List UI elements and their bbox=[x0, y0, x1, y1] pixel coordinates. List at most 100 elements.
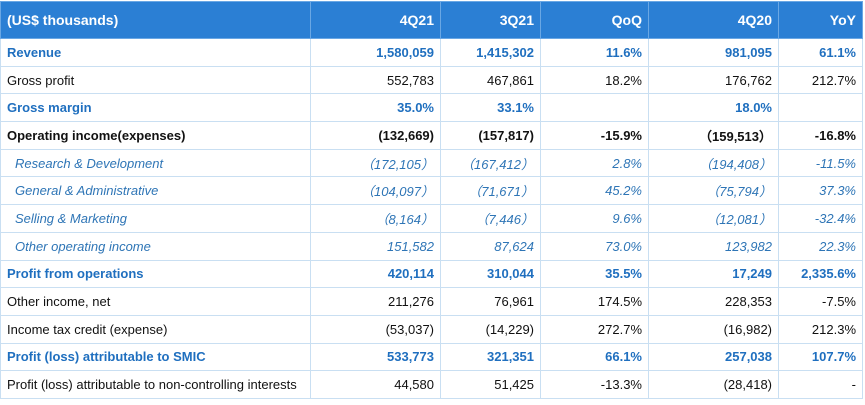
value-cell: 981,095 bbox=[648, 38, 779, 67]
value-cell: (14,229) bbox=[440, 314, 541, 344]
value-cell: -13.3% bbox=[540, 370, 649, 399]
value-cell: （8,164） bbox=[310, 204, 441, 233]
value-cell: 33.1% bbox=[440, 93, 541, 123]
value-cell: 22.3% bbox=[778, 231, 863, 261]
value-cell: 1,415,302 bbox=[440, 38, 541, 67]
row-label: Profit (loss) attributable to SMIC bbox=[0, 342, 311, 372]
value-cell: 2.8% bbox=[540, 148, 649, 178]
row-label: Income tax credit (expense) bbox=[0, 314, 311, 344]
value-cell: 228,353 bbox=[648, 287, 779, 316]
value-cell: 107.7% bbox=[778, 342, 863, 372]
value-cell: 467,861 bbox=[440, 65, 541, 95]
value-cell: 44,580 bbox=[310, 370, 441, 399]
value-cell: 61.1% bbox=[778, 38, 863, 67]
empty-cell bbox=[778, 93, 863, 123]
row-label: Revenue bbox=[0, 38, 311, 67]
table-row: Research & Development （172,105） （167,412）… bbox=[0, 148, 863, 178]
value-cell: （75,794） bbox=[648, 176, 779, 206]
row-label: Other operating income bbox=[0, 231, 311, 261]
table-row: Selling & Marketing （8,164） （7,446） 9.6% （12… bbox=[0, 204, 863, 233]
table-row: Gross profit 552,783 467,861 18.2% 176,762 21… bbox=[0, 65, 863, 95]
value-cell: 321,351 bbox=[440, 342, 541, 372]
row-label: Gross profit bbox=[0, 65, 311, 95]
header-row: (US$ thousands) 4Q21 3Q21 QoQ 4Q20 YoY bbox=[0, 1, 863, 39]
value-cell: -7.5% bbox=[778, 287, 863, 316]
value-cell: （7,446） bbox=[440, 204, 541, 233]
table-row: Other income, net 211,276 76,961 174.5% 228,… bbox=[0, 287, 863, 316]
value-cell: 123,982 bbox=[648, 231, 779, 261]
table-row: Profit from operations 420,114 310,044 35.5… bbox=[0, 259, 863, 289]
row-label: General & Administrative bbox=[0, 176, 311, 206]
value-cell: 552,783 bbox=[310, 65, 441, 95]
table-row: Revenue 1,580,059 1,415,302 11.6% 981,095 61.… bbox=[0, 38, 863, 67]
value-cell: 51,425 bbox=[440, 370, 541, 399]
value-cell: 174.5% bbox=[540, 287, 649, 316]
value-cell: -11.5% bbox=[778, 148, 863, 178]
value-cell: (53,037) bbox=[310, 314, 441, 344]
value-cell: 11.6% bbox=[540, 38, 649, 67]
row-label: Operating income(expenses) bbox=[0, 121, 311, 150]
value-cell: 420,114 bbox=[310, 259, 441, 289]
value-cell: 533,773 bbox=[310, 342, 441, 372]
value-cell: 17,249 bbox=[648, 259, 779, 289]
value-cell: 35.0% bbox=[310, 93, 441, 123]
value-cell: -32.4% bbox=[778, 204, 863, 233]
value-cell: 2,335.6% bbox=[778, 259, 863, 289]
header-cell: 3Q21 bbox=[440, 1, 541, 39]
value-cell: 212.3% bbox=[778, 314, 863, 344]
value-cell: 18.0% bbox=[648, 93, 779, 123]
value-cell: 73.0% bbox=[540, 231, 649, 261]
value-cell: (16,982) bbox=[648, 314, 779, 344]
table-row: Income tax credit (expense) (53,037) (14,2… bbox=[0, 314, 863, 344]
table-body: Revenue 1,580,059 1,415,302 11.6% 981,095 61.… bbox=[0, 38, 863, 399]
header-cell: (US$ thousands) bbox=[0, 1, 311, 39]
value-cell: 9.6% bbox=[540, 204, 649, 233]
value-cell: 66.1% bbox=[540, 342, 649, 372]
header-cell: QoQ bbox=[540, 1, 649, 39]
value-cell: 211,276 bbox=[310, 287, 441, 316]
row-label: Research & Development bbox=[0, 148, 311, 178]
row-label: Profit (loss) attributable to non-contro… bbox=[0, 370, 311, 399]
value-cell: （71,671） bbox=[440, 176, 541, 206]
header-cell: 4Q21 bbox=[310, 1, 441, 39]
table-row: Operating income(expenses) (132,669) (157,… bbox=[0, 121, 863, 150]
table-row: General & Administrative （104,097） （71,671… bbox=[0, 176, 863, 206]
value-cell: 37.3% bbox=[778, 176, 863, 206]
value-cell: 151,582 bbox=[310, 231, 441, 261]
value-cell: （104,097） bbox=[310, 176, 441, 206]
value-cell: 176,762 bbox=[648, 65, 779, 95]
value-cell: (157,817) bbox=[440, 121, 541, 150]
table-row: Profit (loss) attributable to non-contro… bbox=[0, 370, 863, 399]
value-cell: 76,961 bbox=[440, 287, 541, 316]
value-cell: (132,669) bbox=[310, 121, 441, 150]
value-cell: （167,412） bbox=[440, 148, 541, 178]
value-cell: 18.2% bbox=[540, 65, 649, 95]
value-cell: （159,513） bbox=[648, 121, 779, 150]
table-row: Other operating income 151,582 87,624 73.0%… bbox=[0, 231, 863, 261]
value-cell: 257,038 bbox=[648, 342, 779, 372]
row-label: Selling & Marketing bbox=[0, 204, 311, 233]
value-cell: 1,580,059 bbox=[310, 38, 441, 67]
value-cell: 272.7% bbox=[540, 314, 649, 344]
row-label: Other income, net bbox=[0, 287, 311, 316]
value-cell: （172,105） bbox=[310, 148, 441, 178]
value-cell: （12,081） bbox=[648, 204, 779, 233]
table-row: Gross margin 35.0% 33.1% 18.0% bbox=[0, 93, 863, 123]
value-cell: （194,408） bbox=[648, 148, 779, 178]
value-cell: 87,624 bbox=[440, 231, 541, 261]
header-cell: 4Q20 bbox=[648, 1, 779, 39]
table-row: Profit (loss) attributable to SMIC 533,77… bbox=[0, 342, 863, 372]
row-label: Gross margin bbox=[0, 93, 311, 123]
header-cell: YoY bbox=[778, 1, 863, 39]
value-cell: - bbox=[778, 370, 863, 399]
value-cell: 212.7% bbox=[778, 65, 863, 95]
value-cell: 35.5% bbox=[540, 259, 649, 289]
value-cell: (28,418) bbox=[648, 370, 779, 399]
empty-cell bbox=[540, 93, 649, 123]
value-cell: -16.8% bbox=[778, 121, 863, 150]
value-cell: 45.2% bbox=[540, 176, 649, 206]
value-cell: -15.9% bbox=[540, 121, 649, 150]
value-cell: 310,044 bbox=[440, 259, 541, 289]
row-label: Profit from operations bbox=[0, 259, 311, 289]
